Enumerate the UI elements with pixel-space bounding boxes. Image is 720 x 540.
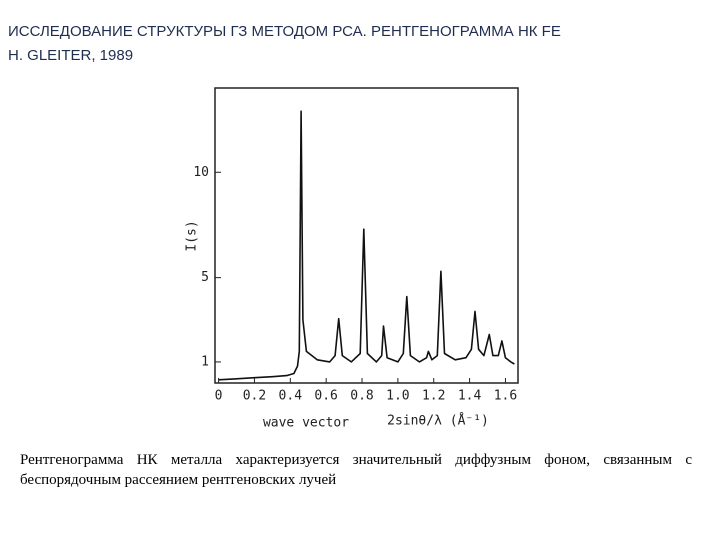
x-tick-label: 1.4	[458, 389, 482, 404]
x-tick-label: 0.8	[350, 389, 373, 404]
x-tick-label: 0	[215, 389, 223, 404]
y-tick-label: 1	[201, 354, 209, 369]
chart: I(s) wave vector 2sinθ/λ (Å⁻¹) 1 5 10 0 0.2 0…	[185, 87, 519, 431]
y-tick-label: 10	[193, 165, 209, 180]
x-tick-label: 1.0	[386, 389, 409, 404]
y-axis-label: I(s)	[185, 220, 200, 251]
plot-frame	[214, 87, 519, 384]
x-axis-formula: 2sinθ/λ (Å⁻¹)	[387, 413, 489, 429]
x-tick-label: 0.4	[279, 389, 303, 404]
data-line	[218, 110, 515, 381]
title: ИССЛЕДОВАНИЕ СТРУКТУРЫ ГЗ МЕТОДОМ РСА. Р…	[8, 20, 561, 68]
y-tick-label: 5	[201, 270, 209, 285]
x-tick-label: 0.2	[243, 389, 266, 404]
title-line: H. GLEITER, 1989	[8, 47, 134, 64]
title-line: ИССЛЕДОВАНИЕ СТРУКТУРЫ ГЗ МЕТОДОМ РСА. Р…	[8, 23, 561, 40]
x-axis-label: wave vector	[263, 416, 349, 431]
caption: Рентгенограмма НК металла характеризуетс…	[20, 452, 692, 488]
x-tick-label: 1.6	[494, 389, 517, 404]
x-tick-label: 1.2	[422, 389, 445, 404]
x-tick-label: 0.6	[314, 389, 337, 404]
